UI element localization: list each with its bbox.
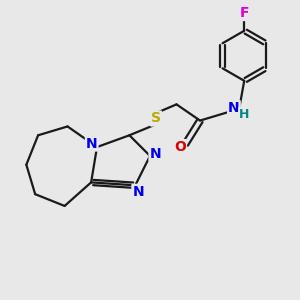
Text: N: N xyxy=(228,101,240,115)
Text: F: F xyxy=(239,6,249,20)
Text: H: H xyxy=(239,108,249,121)
Text: O: O xyxy=(174,140,186,154)
Text: N: N xyxy=(86,136,98,151)
Text: N: N xyxy=(132,185,144,199)
Text: S: S xyxy=(151,112,161,125)
Text: N: N xyxy=(149,146,161,161)
